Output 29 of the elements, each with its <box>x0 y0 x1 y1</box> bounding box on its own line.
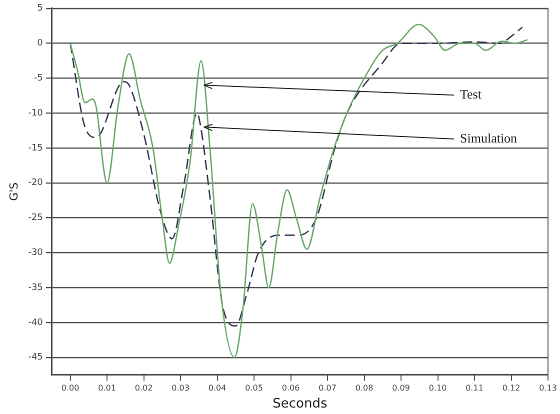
x-tick-label: 0.05 <box>245 384 263 393</box>
y-tick-label: 5 <box>37 4 43 14</box>
y-tick-label: -20 <box>28 178 44 188</box>
x-tick-label: 0.12 <box>502 384 520 393</box>
y-tick-label: -30 <box>28 248 44 258</box>
y-tick-label: 0 <box>37 38 44 49</box>
x-tick-label: 0.04 <box>208 384 226 393</box>
y-tick-label: -10 <box>28 108 44 118</box>
y-axis-title: G'S <box>7 182 20 201</box>
x-tick-label: 0.09 <box>392 384 410 393</box>
x-tick-label: 0.03 <box>172 384 190 393</box>
x-tick-label: 0.07 <box>318 384 336 393</box>
x-tick-label: 0.02 <box>134 384 153 393</box>
x-tick-label: 0.00 <box>61 384 80 393</box>
x-tick-label: 0.06 <box>282 384 300 393</box>
y-tick-label: -45 <box>28 352 43 363</box>
x-axis-title: Seconds <box>272 396 328 412</box>
y-tick-label: -15 <box>28 143 43 154</box>
x-tick-label: 0.13 <box>539 384 557 393</box>
annotation: Simulation <box>460 130 518 146</box>
y-tick-label: -35 <box>28 282 43 293</box>
y-tick-label: -5 <box>34 74 43 84</box>
x-tick-label: 0.08 <box>355 384 374 393</box>
x-tick-label: 0.11 <box>466 384 484 393</box>
y-tick-label: -40 <box>28 318 44 328</box>
y-tick-label: -25 <box>28 213 43 224</box>
x-tick-label: 0.10 <box>428 384 447 393</box>
annotation: Test <box>460 86 482 102</box>
x-tick-label: 0.01 <box>98 384 116 393</box>
